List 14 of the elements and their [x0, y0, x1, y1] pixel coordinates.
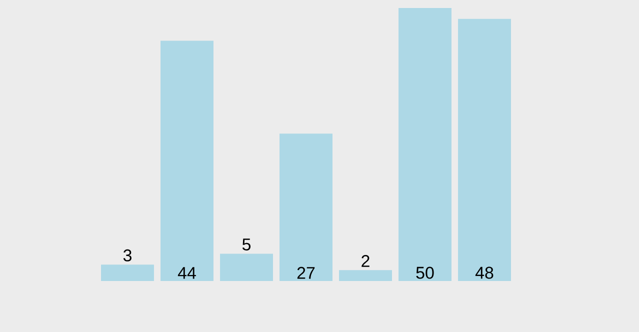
- bar: [101, 264, 154, 281]
- data-label: 48: [475, 266, 494, 279]
- bar: [458, 18, 511, 281]
- bar: [339, 270, 392, 281]
- data-label: 27: [297, 266, 315, 279]
- bar: [280, 134, 332, 281]
- bar: [398, 8, 452, 281]
- data-label: 3: [123, 249, 132, 262]
- data-label: 50: [416, 266, 434, 279]
- bar: [220, 254, 273, 281]
- data-label: 5: [242, 238, 251, 251]
- bar: [160, 40, 214, 281]
- data-label: 2: [362, 255, 370, 267]
- data-label: 44: [178, 267, 196, 279]
